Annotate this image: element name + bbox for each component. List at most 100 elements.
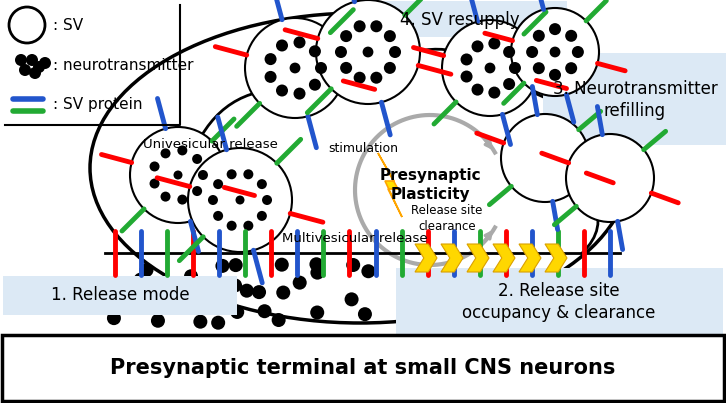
Circle shape: [230, 305, 244, 319]
Polygon shape: [493, 244, 515, 272]
Circle shape: [315, 62, 327, 74]
Circle shape: [118, 287, 132, 301]
Circle shape: [471, 40, 484, 52]
Circle shape: [258, 304, 272, 318]
Circle shape: [227, 221, 237, 231]
Circle shape: [211, 316, 225, 330]
Circle shape: [243, 169, 253, 179]
Circle shape: [358, 307, 372, 321]
Circle shape: [134, 272, 147, 287]
Circle shape: [229, 258, 242, 272]
Circle shape: [26, 54, 38, 66]
Circle shape: [370, 20, 383, 32]
Circle shape: [213, 283, 227, 297]
Circle shape: [150, 179, 160, 189]
Circle shape: [198, 170, 208, 180]
Circle shape: [144, 300, 158, 314]
Circle shape: [139, 263, 153, 277]
Circle shape: [310, 305, 325, 320]
Circle shape: [340, 30, 352, 42]
Circle shape: [460, 54, 473, 65]
Circle shape: [264, 53, 277, 65]
Circle shape: [335, 46, 347, 58]
Circle shape: [526, 46, 538, 58]
Circle shape: [533, 30, 544, 42]
Circle shape: [511, 8, 599, 96]
Polygon shape: [467, 244, 489, 272]
Circle shape: [179, 292, 194, 306]
Circle shape: [262, 195, 272, 205]
Text: Presynaptic terminal at small CNS neurons: Presynaptic terminal at small CNS neuron…: [110, 358, 616, 378]
Circle shape: [130, 127, 226, 223]
Circle shape: [489, 87, 500, 99]
Circle shape: [184, 269, 198, 283]
Circle shape: [150, 162, 160, 171]
Circle shape: [345, 292, 359, 306]
Text: Presynaptic
Plasticity: Presynaptic Plasticity: [379, 168, 481, 202]
Text: Multivesicular release: Multivesicular release: [282, 231, 428, 245]
Circle shape: [257, 211, 267, 221]
Circle shape: [293, 36, 306, 48]
Circle shape: [565, 62, 577, 74]
Circle shape: [354, 72, 366, 84]
Circle shape: [277, 286, 290, 299]
Circle shape: [362, 264, 375, 278]
Circle shape: [174, 288, 188, 302]
Circle shape: [192, 186, 202, 196]
Circle shape: [290, 62, 301, 73]
Circle shape: [503, 78, 515, 90]
Polygon shape: [415, 244, 437, 272]
Circle shape: [503, 46, 515, 58]
Polygon shape: [378, 153, 402, 217]
Circle shape: [213, 179, 223, 189]
Circle shape: [252, 285, 266, 299]
Circle shape: [182, 300, 195, 314]
Circle shape: [549, 23, 561, 35]
Circle shape: [107, 311, 121, 325]
Circle shape: [533, 62, 544, 74]
Polygon shape: [519, 244, 541, 272]
Circle shape: [193, 315, 208, 329]
Circle shape: [174, 170, 182, 179]
Ellipse shape: [90, 13, 630, 323]
Circle shape: [471, 83, 484, 96]
Circle shape: [33, 61, 45, 73]
Circle shape: [549, 69, 561, 81]
FancyBboxPatch shape: [3, 276, 237, 315]
Polygon shape: [441, 244, 463, 272]
Circle shape: [272, 313, 285, 327]
Text: Release site
clearance: Release site clearance: [412, 204, 483, 233]
Circle shape: [489, 37, 500, 50]
Circle shape: [235, 195, 245, 204]
Text: : neurotransmitter: : neurotransmitter: [53, 58, 194, 73]
Circle shape: [227, 169, 237, 179]
Circle shape: [460, 71, 473, 83]
Circle shape: [565, 30, 577, 42]
Circle shape: [346, 258, 360, 272]
Circle shape: [104, 287, 118, 301]
Circle shape: [126, 300, 139, 314]
Circle shape: [566, 134, 654, 222]
Text: : SV protein: : SV protein: [53, 98, 142, 112]
Text: 1. Release mode: 1. Release mode: [51, 286, 189, 304]
Text: stimulation: stimulation: [328, 141, 398, 154]
Circle shape: [276, 85, 288, 96]
FancyBboxPatch shape: [396, 268, 723, 337]
Circle shape: [177, 145, 187, 156]
Circle shape: [274, 258, 289, 272]
Circle shape: [309, 79, 321, 91]
Circle shape: [354, 20, 366, 32]
Circle shape: [309, 45, 321, 57]
Circle shape: [245, 18, 345, 118]
Circle shape: [213, 211, 223, 221]
Circle shape: [257, 179, 267, 189]
Circle shape: [316, 0, 420, 104]
Circle shape: [39, 57, 51, 69]
Circle shape: [9, 7, 45, 43]
Circle shape: [29, 67, 41, 79]
Circle shape: [177, 195, 187, 205]
Circle shape: [151, 314, 165, 328]
Circle shape: [187, 296, 200, 310]
FancyBboxPatch shape: [2, 335, 724, 401]
Circle shape: [572, 46, 584, 58]
